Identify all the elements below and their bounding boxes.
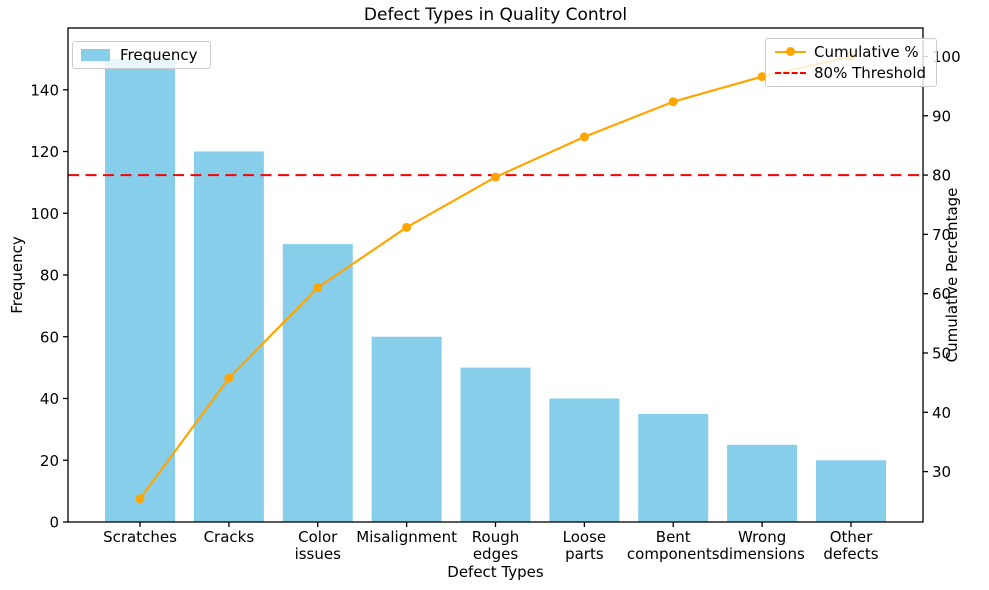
y-right-tick-label: 90 — [932, 107, 951, 125]
frequency-bar-swatch — [81, 49, 110, 61]
y-right-tick-label: 40 — [932, 404, 951, 422]
y-right-tick-label: 70 — [932, 226, 951, 244]
y-right-axis-label: Cumulative Percentage — [943, 188, 961, 363]
x-axis-label: Defect Types — [447, 563, 544, 581]
bar-rough-edges — [460, 367, 531, 522]
cumulative-marker-rough-edges — [491, 172, 500, 182]
threshold-line-sample — [775, 72, 806, 74]
y-right-tick-label: 80 — [932, 167, 951, 185]
y-right-tick-label: 50 — [932, 344, 951, 362]
x-tick-label-other-defects: defects — [823, 545, 878, 563]
cumulative-marker-scratches — [135, 494, 145, 504]
x-tick-label-bent-components: Bent — [656, 528, 691, 546]
x-tick-label-loose-parts: Loose — [563, 528, 607, 546]
bar-cracks — [193, 151, 264, 522]
cumulative-marker-color-issues — [313, 283, 323, 293]
x-tick-label-wrong-dimensions: Wrong — [738, 528, 786, 546]
y-left-axis-label: Frequency — [8, 236, 26, 314]
cumulative-marker-wrong-dimensions — [757, 72, 767, 82]
bar-wrong-dimensions — [727, 444, 798, 522]
cumulative-marker-cracks — [224, 373, 234, 383]
cumulative-marker-bent-components — [668, 97, 678, 107]
cumulative-line-sample — [775, 47, 806, 57]
legend-cumulative-label: Cumulative % — [814, 43, 919, 61]
y-left-tick-label: 120 — [30, 143, 59, 161]
x-tick-label-wrong-dimensions: dimensions — [719, 545, 805, 563]
chart-title: Defect Types in Quality Control — [364, 5, 627, 25]
bar-scratches — [105, 58, 175, 522]
bar-bent-components — [638, 413, 709, 522]
x-tick-label-color-issues: Color — [298, 528, 338, 546]
x-tick-label-scratches: Scratches — [103, 528, 177, 546]
x-tick-label-cracks: Cracks — [204, 528, 255, 546]
y-left-tick-label: 100 — [30, 205, 59, 223]
y-right-tick-label: 30 — [932, 463, 951, 481]
x-tick-label-bent-components: components — [627, 545, 720, 563]
cumulative-marker-misalignment — [402, 222, 412, 232]
x-tick-label-rough-edges: edges — [473, 545, 519, 563]
y-left-tick-label: 140 — [30, 81, 59, 99]
x-tick-label-loose-parts: parts — [565, 545, 604, 563]
x-tick-label-color-issues: issues — [295, 545, 342, 563]
y-left-tick-label: 80 — [40, 267, 59, 285]
y-right-tick-label: 60 — [932, 285, 951, 303]
y-left-tick-label: 60 — [40, 328, 59, 346]
bar-loose-parts — [549, 398, 620, 522]
y-left-tick-label: 20 — [40, 452, 59, 470]
cumulative-marker-loose-parts — [579, 132, 589, 142]
legend-frequency: Frequency — [72, 41, 211, 69]
y-right-tick-label: 100 — [932, 48, 961, 66]
legend-row-cumulative: Cumulative % — [775, 43, 926, 61]
x-tick-label-other-defects: Other — [830, 528, 873, 546]
bar-other-defects — [816, 460, 886, 522]
legend-row-threshold: 80% Threshold — [775, 64, 926, 82]
cumulative-marker-sample — [786, 47, 795, 57]
y-left-tick-label: 40 — [40, 390, 59, 408]
x-tick-label-rough-edges: Rough — [472, 528, 519, 546]
legend-cumulative: Cumulative % 80% Threshold — [765, 38, 938, 87]
x-tick-label-misalignment: Misalignment — [356, 528, 457, 546]
legend-threshold-label: 80% Threshold — [814, 64, 927, 82]
bar-misalignment — [371, 336, 442, 522]
legend-frequency-label: Frequency — [120, 46, 198, 64]
y-left-tick-label: 0 — [49, 514, 59, 532]
